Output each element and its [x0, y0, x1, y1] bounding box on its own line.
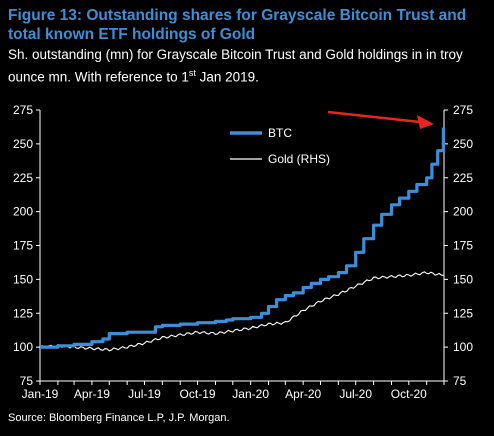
chart-subtitle: Sh. outstanding (mn) for Grayscale Bitco…: [8, 46, 488, 87]
axes: 75 100 125 150 175 200 225 250 275 75 100 125 150 175…: [13, 103, 473, 401]
subtitle-superscript: st: [188, 68, 196, 78]
y-tick-label-left: 225: [13, 171, 33, 185]
y-tick-label-right: 250: [453, 137, 473, 151]
x-tick-label: Jan-19: [22, 387, 59, 401]
y-tick-label-right: 150: [453, 272, 473, 286]
y-tick-label-right: 200: [453, 205, 473, 219]
x-tick-label: Oct-19: [180, 387, 216, 401]
y-tick-label-right: 175: [453, 239, 473, 253]
series-line-btc: [40, 127, 445, 349]
arrow-shaft: [327, 110, 421, 124]
x-tick-label: Jul-19: [128, 387, 161, 401]
y-tick-label-left: 175: [13, 239, 33, 253]
y-tick-label-right: 125: [453, 306, 473, 320]
y-tick-label-right: 275: [453, 103, 473, 117]
y-tick-label-left: 275: [13, 103, 33, 117]
subtitle-text-end: Jan 2019.: [195, 69, 259, 85]
x-tick-label: Oct-20: [391, 387, 427, 401]
legend: BTC Gold (RHS): [230, 126, 330, 166]
chart-title: Figure 13: Outstanding shares for Graysc…: [8, 7, 467, 43]
source-note: Source: Bloomberg Finance L.P, J.P. Morg…: [8, 412, 230, 424]
series-layer: [39, 127, 445, 352]
legend-label-btc: BTC: [268, 126, 292, 140]
y-tick-label-left: 250: [13, 137, 33, 151]
y-tick-label-left: 200: [13, 205, 33, 219]
arrow-head: [417, 115, 434, 129]
y-tick-label-right: 75: [453, 374, 467, 388]
x-tick-label: Jul-20: [339, 387, 372, 401]
y-tick-label-left: 75: [20, 374, 34, 388]
x-tick-label: Jan-20: [232, 387, 269, 401]
annotation: [327, 110, 434, 129]
subtitle-text: Sh. outstanding (mn) for Grayscale Bitco…: [8, 47, 463, 85]
series-line-gold: [39, 271, 444, 352]
x-tick-label: Apr-19: [74, 387, 110, 401]
y-tick-label-right: 100: [453, 340, 473, 354]
y-tick-label-right: 225: [453, 171, 473, 185]
x-tick-label: Apr-20: [285, 387, 321, 401]
y-tick-label-left: 125: [13, 306, 33, 320]
y-tick-label-left: 100: [13, 340, 33, 354]
y-tick-label-left: 150: [13, 272, 33, 286]
legend-label-gold: Gold (RHS): [268, 152, 330, 166]
